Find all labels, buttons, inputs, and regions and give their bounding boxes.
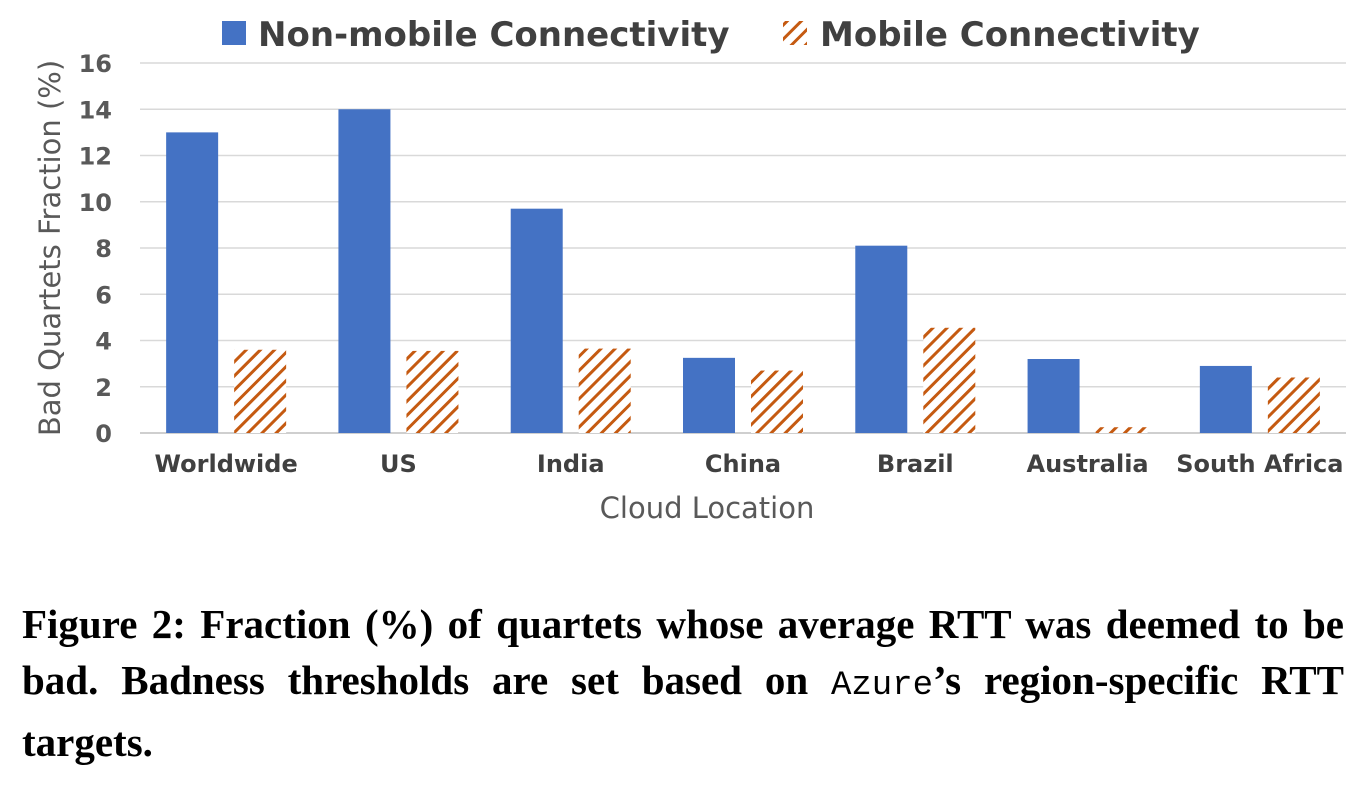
legend-label-mobile: Mobile Connectivity bbox=[820, 15, 1200, 55]
bar-mobile-brazil bbox=[923, 327, 976, 433]
bar-chart: 0 2 4 6 8 10 12 14 16 Worldwide US India China Brazi… bbox=[33, 15, 1346, 525]
legend-swatch-mobile bbox=[783, 21, 807, 45]
figure-caption: Figure 2: Fraction (%) of quartets whose… bbox=[22, 596, 1344, 770]
y-tick-label: 2 bbox=[95, 374, 112, 402]
bar-non-mobile-us bbox=[338, 109, 391, 433]
y-tick-label: 12 bbox=[79, 143, 112, 171]
legend: Non-mobile Connectivity Mobile Connectiv… bbox=[222, 15, 1200, 55]
y-tick-label: 0 bbox=[95, 420, 112, 448]
y-tick-label: 8 bbox=[95, 235, 112, 263]
bars bbox=[166, 109, 1320, 433]
y-axis-label: Bad Quartets Fraction (%) bbox=[33, 60, 67, 436]
bar-non-mobile-india bbox=[510, 208, 563, 433]
y-tick-label: 4 bbox=[95, 328, 112, 356]
caption-text-before: Figure 2: Fraction (%) of quartets whose… bbox=[22, 601, 1344, 703]
y-tick-label: 10 bbox=[79, 189, 112, 217]
bar-mobile-india bbox=[578, 348, 631, 433]
bar-mobile-south-africa bbox=[1267, 377, 1320, 433]
y-tick-label: 14 bbox=[79, 96, 112, 124]
caption-text-after: ’s region-specific RTT targets. bbox=[22, 657, 1344, 765]
y-tick-label: 16 bbox=[79, 50, 112, 78]
x-tick-label: China bbox=[705, 450, 781, 478]
bar-mobile-australia bbox=[1095, 427, 1148, 433]
bar-non-mobile-south-africa bbox=[1199, 365, 1252, 433]
y-tick-labels: 0 2 4 6 8 10 12 14 16 bbox=[79, 50, 112, 448]
x-tick-label: Worldwide bbox=[155, 450, 298, 478]
y-tick-label: 6 bbox=[95, 281, 112, 309]
bar-non-mobile-china bbox=[683, 357, 735, 433]
bar-non-mobile-brazil bbox=[855, 245, 908, 433]
x-axis-label: Cloud Location bbox=[600, 491, 815, 525]
caption-code-azure: Azure bbox=[831, 667, 934, 705]
bar-mobile-us bbox=[406, 350, 459, 433]
x-tick-label: Brazil bbox=[877, 450, 954, 478]
x-tick-label: Australia bbox=[1027, 450, 1149, 478]
x-tick-labels: Worldwide US India China Brazil Australia Sout… bbox=[155, 450, 1344, 478]
legend-swatch-non-mobile bbox=[222, 21, 246, 45]
x-tick-label: US bbox=[380, 450, 417, 478]
bar-mobile-china bbox=[751, 370, 803, 433]
bar-mobile-worldwide bbox=[234, 349, 287, 433]
x-tick-label: India bbox=[537, 450, 605, 478]
bar-non-mobile-worldwide bbox=[166, 132, 219, 433]
x-tick-label: South Africa bbox=[1176, 450, 1343, 478]
bar-non-mobile-australia bbox=[1027, 359, 1080, 433]
gridlines bbox=[140, 62, 1346, 434]
legend-label-non-mobile: Non-mobile Connectivity bbox=[258, 15, 730, 55]
